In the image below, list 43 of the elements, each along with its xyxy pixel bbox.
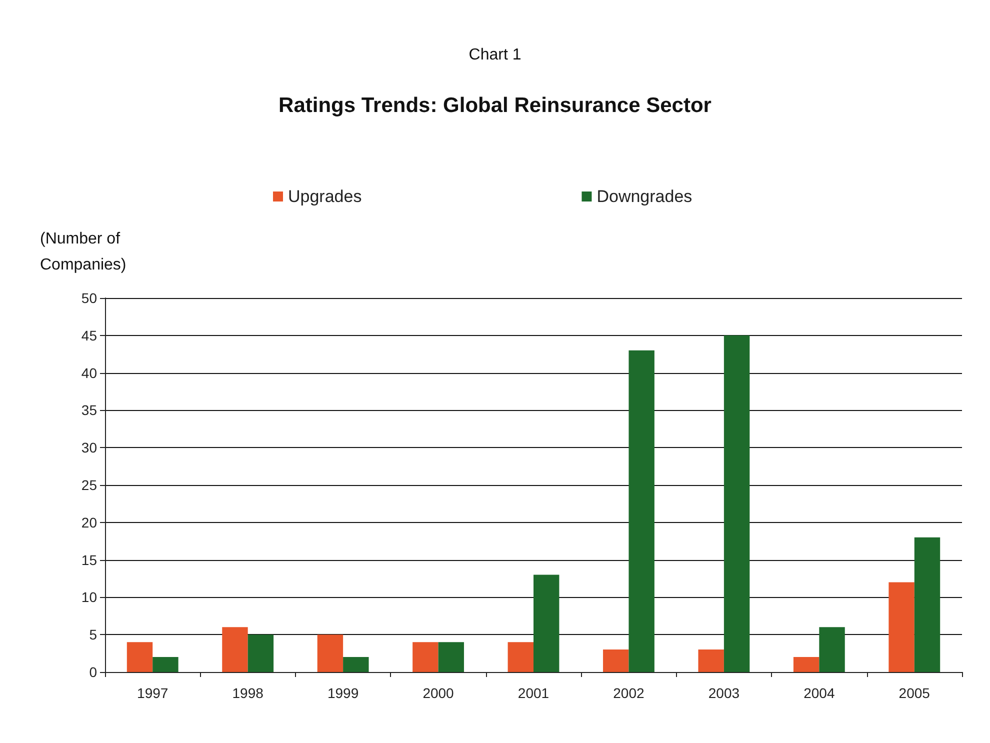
bar <box>126 642 153 672</box>
bar <box>534 574 560 672</box>
y-tick-label: 30 <box>81 440 98 456</box>
bar <box>698 650 724 672</box>
y-tick-label: 10 <box>81 589 98 606</box>
y-tick-label: 40 <box>81 364 98 381</box>
x-tick-label: 2005 <box>898 685 930 701</box>
x-tick-label: 1997 <box>137 685 168 701</box>
bar <box>438 642 464 672</box>
y-tick-label: 25 <box>81 477 98 493</box>
bar <box>343 657 369 672</box>
y-axis-title: (Number of Companies) <box>40 230 126 274</box>
bar <box>317 634 344 672</box>
bar <box>222 627 248 672</box>
bar <box>152 657 178 672</box>
legend-label: Upgrades <box>288 187 362 206</box>
chart-title: Ratings Trends: Global Reinsurance Sector <box>278 94 712 117</box>
bar <box>508 642 534 672</box>
bar <box>914 537 940 672</box>
x-tick-label: 2002 <box>613 685 645 701</box>
bar <box>724 335 750 672</box>
legend-label: Downgrades <box>596 187 692 206</box>
y-tick-label: 5 <box>89 626 98 643</box>
y-tick-label: 50 <box>81 290 98 306</box>
bar <box>628 350 654 672</box>
x-tick-label: 1999 <box>327 685 359 701</box>
x-tick-label: 1998 <box>232 685 264 701</box>
bar <box>603 650 629 672</box>
bar <box>248 634 274 672</box>
bar <box>819 627 845 672</box>
bar <box>412 642 438 672</box>
y-tick-label: 0 <box>89 664 98 680</box>
y-tick-label: 20 <box>81 514 98 530</box>
y-tick-label: 15 <box>81 552 98 568</box>
bar <box>888 582 914 672</box>
caption: Chart 1 <box>468 46 522 64</box>
x-tick-label: 2000 <box>422 685 454 701</box>
y-tick-label: 35 <box>81 402 98 418</box>
x-tick-label: 2004 <box>804 685 835 701</box>
y-tick-label: 45 <box>81 327 98 344</box>
x-tick-label: 2001 <box>518 685 550 701</box>
x-tick-label: 2003 <box>708 685 740 701</box>
bar <box>793 657 820 672</box>
